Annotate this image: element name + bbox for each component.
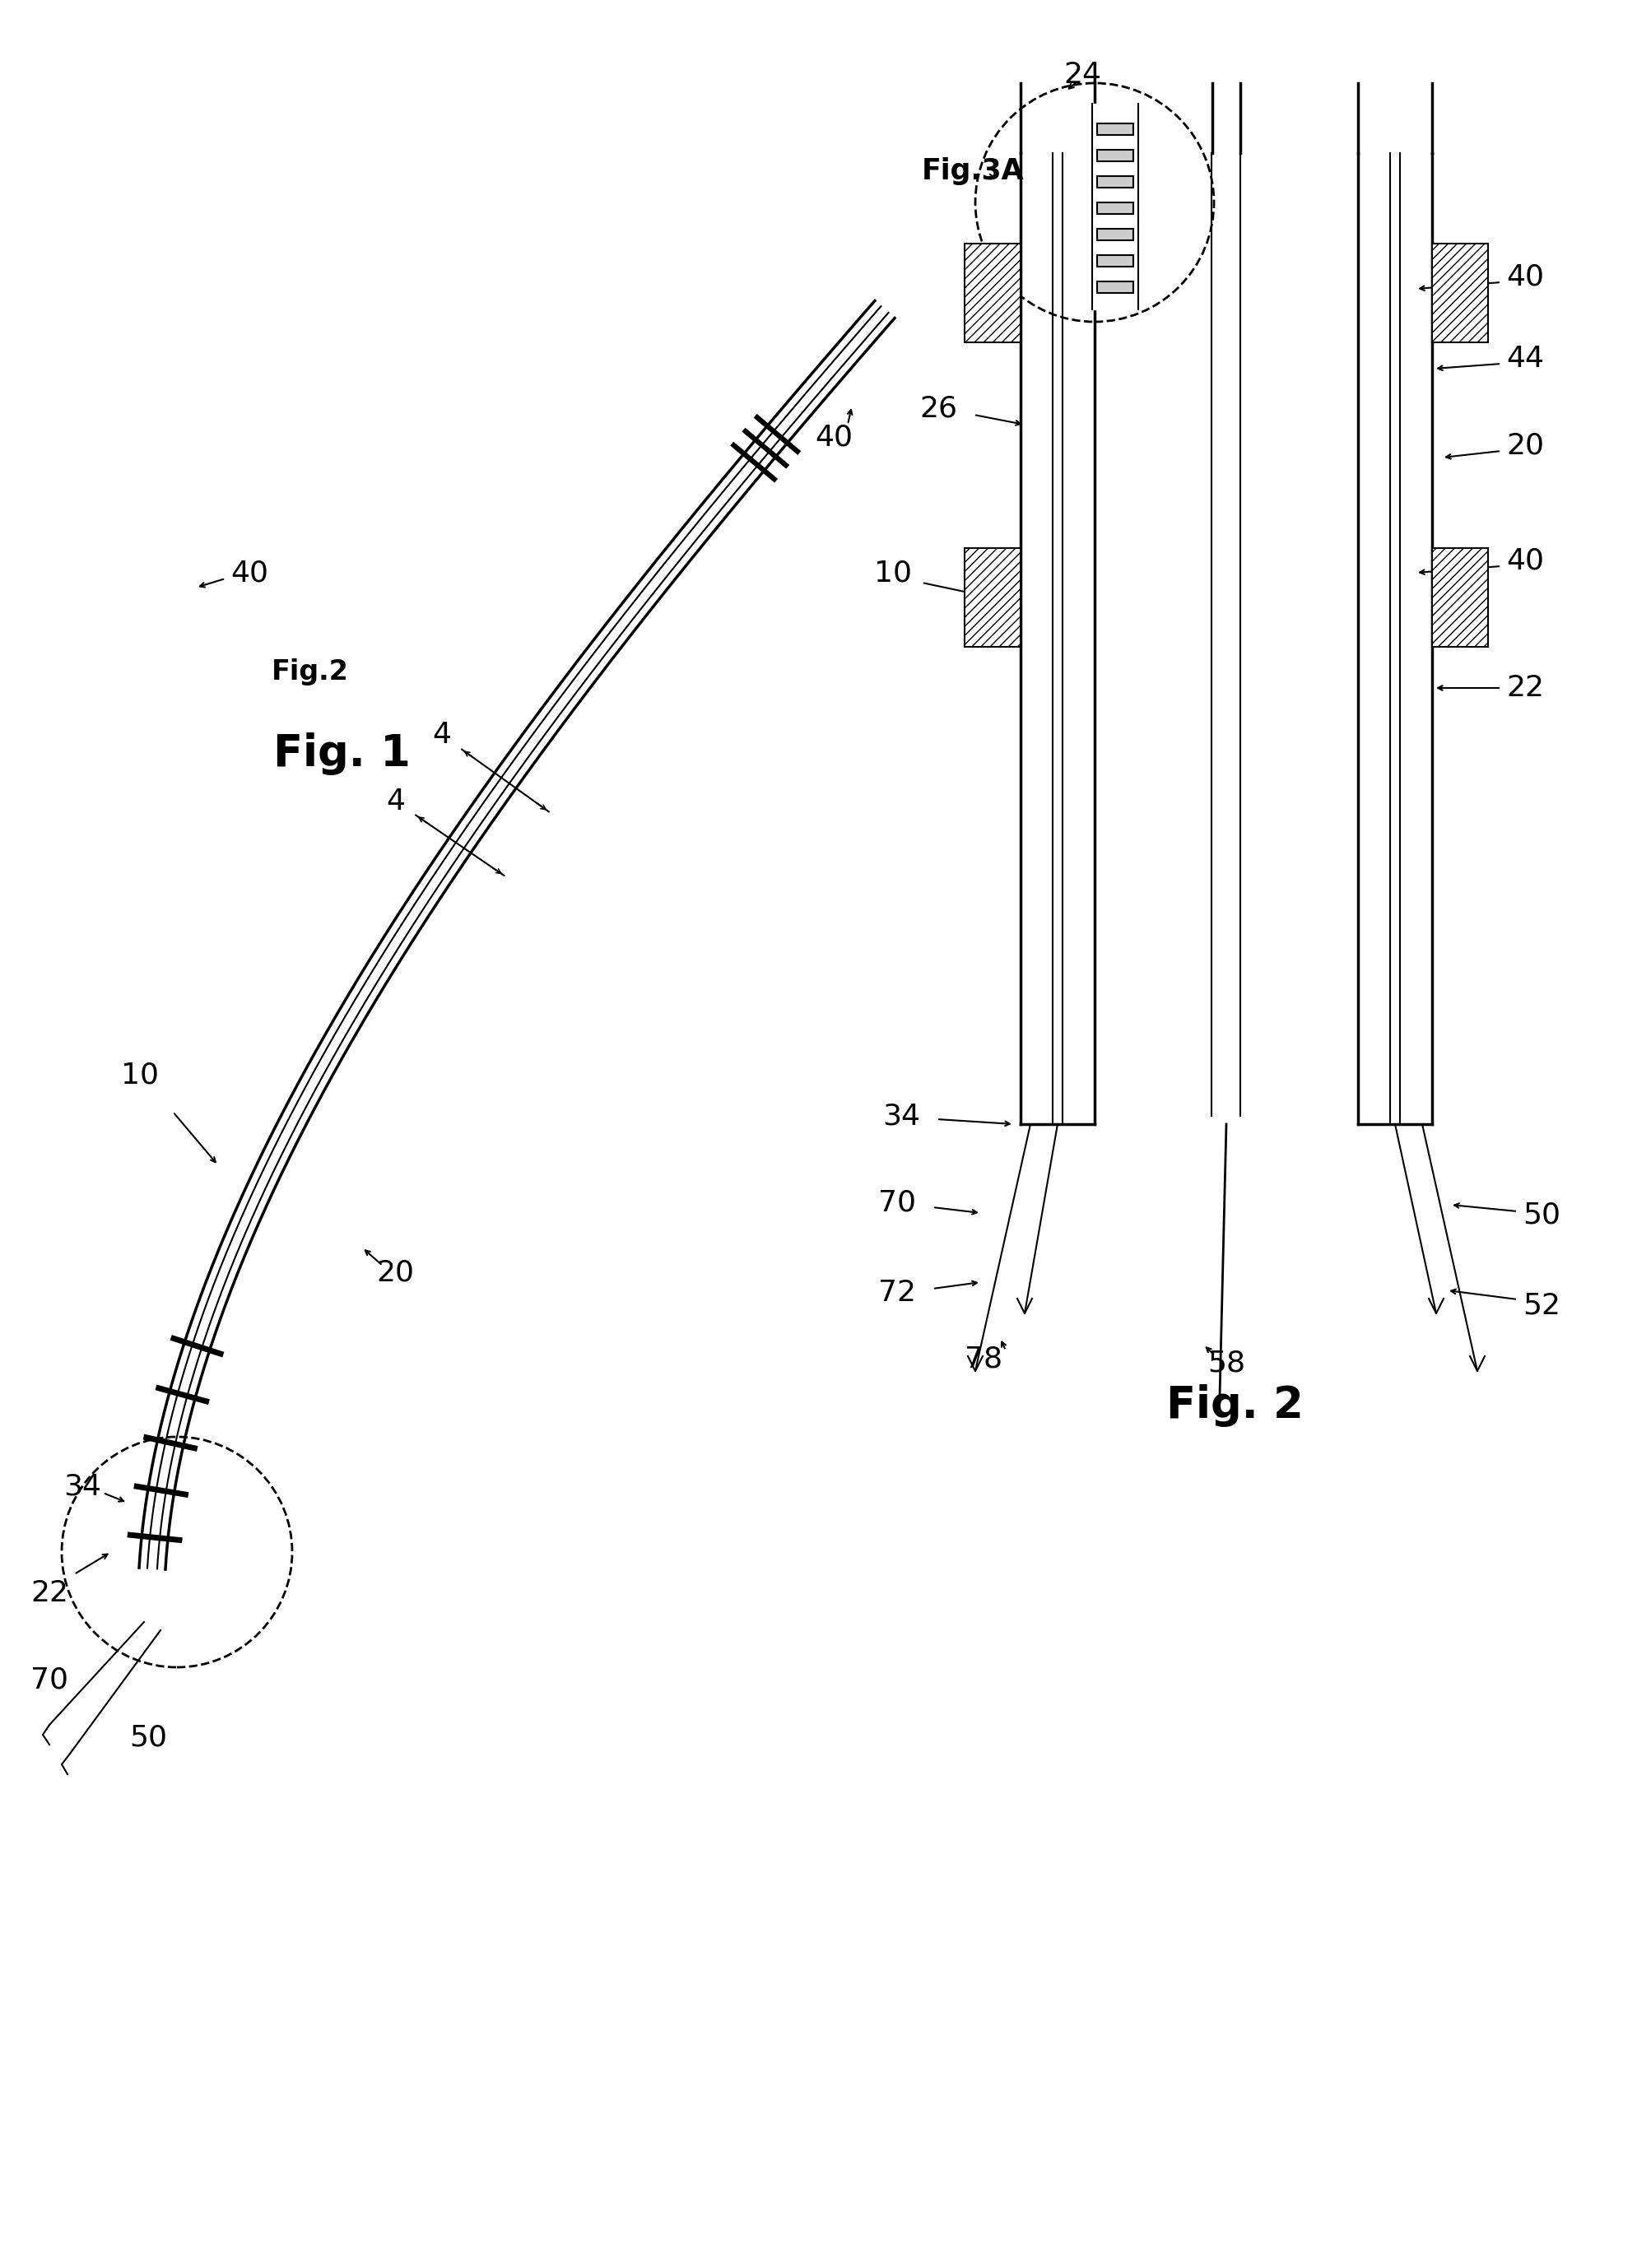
Text: 4: 4 bbox=[386, 787, 404, 814]
Text: 70: 70 bbox=[31, 1665, 69, 1694]
Bar bbox=[1097, 281, 1133, 293]
Text: 10: 10 bbox=[874, 558, 912, 587]
Text: 78: 78 bbox=[964, 1345, 1002, 1372]
Bar bbox=[1097, 122, 1133, 136]
Text: 50: 50 bbox=[1522, 1200, 1560, 1229]
Text: 34: 34 bbox=[64, 1472, 101, 1499]
Bar bbox=[1431, 243, 1488, 342]
Bar bbox=[964, 549, 1020, 646]
Text: 10: 10 bbox=[121, 1061, 159, 1089]
Text: 20: 20 bbox=[1506, 431, 1544, 458]
Text: 40: 40 bbox=[814, 424, 853, 451]
Text: 26: 26 bbox=[918, 395, 956, 422]
Text: Fig. 2: Fig. 2 bbox=[1166, 1383, 1303, 1427]
Bar bbox=[1097, 229, 1133, 240]
Polygon shape bbox=[139, 302, 894, 1569]
Text: 22: 22 bbox=[31, 1579, 69, 1608]
Text: 44: 44 bbox=[1506, 345, 1544, 372]
Text: 58: 58 bbox=[1206, 1349, 1244, 1377]
Text: 40: 40 bbox=[231, 558, 268, 587]
Text: Fig. 1: Fig. 1 bbox=[273, 733, 409, 776]
Text: Fig.2: Fig.2 bbox=[272, 658, 349, 685]
Text: 22: 22 bbox=[1506, 674, 1544, 703]
Text: 72: 72 bbox=[877, 1279, 915, 1306]
Bar bbox=[1431, 549, 1488, 646]
Text: 40: 40 bbox=[1506, 547, 1544, 574]
Text: 4: 4 bbox=[432, 721, 450, 748]
Text: 70: 70 bbox=[877, 1188, 915, 1216]
Bar bbox=[1097, 177, 1133, 188]
Bar bbox=[964, 243, 1020, 342]
Text: 34: 34 bbox=[882, 1102, 920, 1129]
Bar bbox=[1097, 150, 1133, 161]
Text: 40: 40 bbox=[1506, 263, 1544, 290]
Text: 50: 50 bbox=[129, 1724, 167, 1751]
Text: 20: 20 bbox=[377, 1259, 414, 1286]
Text: Fig.3A: Fig.3A bbox=[922, 156, 1023, 186]
Text: 24: 24 bbox=[1062, 61, 1100, 88]
Text: 52: 52 bbox=[1522, 1290, 1560, 1320]
Bar bbox=[1097, 202, 1133, 213]
Bar bbox=[1097, 254, 1133, 268]
